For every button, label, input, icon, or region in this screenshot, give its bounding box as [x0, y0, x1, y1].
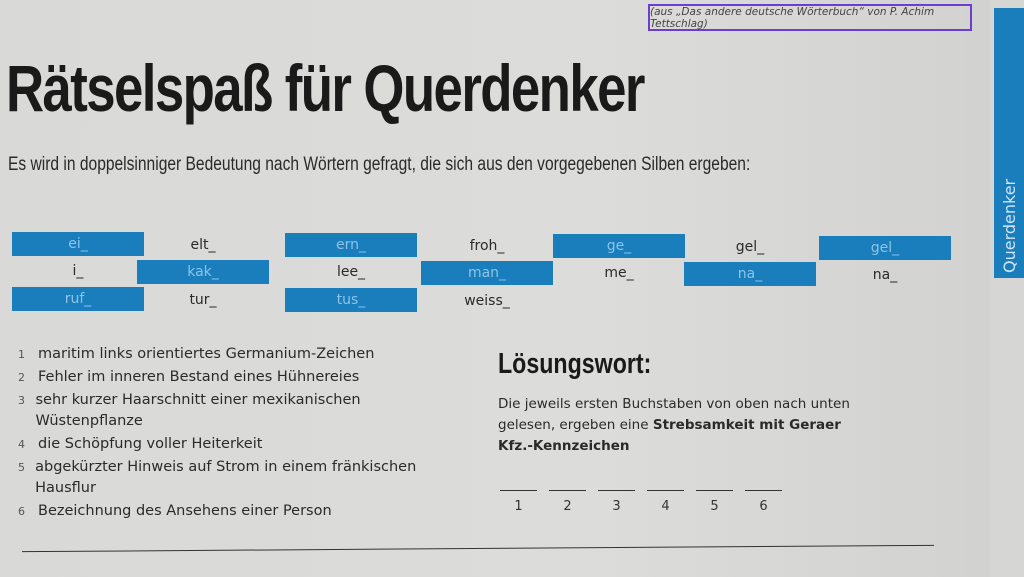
clue-number: 1 — [18, 348, 25, 361]
blank-line — [745, 490, 782, 491]
solution-slot[interactable]: 5 — [696, 490, 733, 514]
solution-text-plain: Die jeweils ersten Buchstaben von oben n… — [498, 396, 850, 433]
blank-line — [647, 490, 684, 491]
syllable-cell: man_ — [421, 260, 553, 285]
syllable-cell: na_ — [684, 262, 816, 286]
clue-item: 3 sehr kurzer Haarschnitt einer mexikanis… — [18, 390, 418, 432]
source-note: (aus „Das andere deutsche Wörterbuch“ vo… — [648, 4, 972, 31]
syllable-cell: na_ — [872, 266, 898, 283]
solution-slot[interactable]: 1 — [500, 490, 537, 514]
slot-number: 6 — [759, 499, 768, 514]
clue-number: 6 — [18, 505, 25, 518]
blank-line — [549, 490, 586, 491]
clue-number: 3 — [18, 394, 25, 407]
syllable-cell: elt_ — [190, 236, 216, 253]
solution-slot[interactable]: 4 — [647, 490, 684, 514]
clue-text: maritim links orientiertes Germanium-Zei… — [38, 346, 375, 362]
blank-line — [500, 490, 537, 491]
solution-slot[interactable]: 6 — [745, 490, 782, 514]
clue-text: die Schöpfung voller Heiterkeit — [38, 436, 263, 452]
syllable-cell: ge_ — [553, 234, 685, 259]
syllable-cell: tur_ — [189, 291, 217, 308]
slot-number: 5 — [710, 499, 719, 514]
section-tab-label: Querdenker — [1000, 178, 1019, 273]
page-title: Rätselspaß für Querdenker — [6, 51, 645, 125]
clue-item: 4 die Schöpfung voller Heiterkeit — [18, 434, 418, 455]
solution-slot[interactable]: 2 — [549, 490, 586, 514]
solution-slots: 1 2 3 4 5 6 — [500, 490, 782, 514]
clue-text: abgekürzter Hinweis auf Strom in einem f… — [35, 459, 417, 496]
clue-text: Fehler im inneren Bestand eines Hühnerei… — [38, 369, 360, 385]
clue-text: sehr kurzer Haarschnitt einer mexikanisc… — [35, 392, 361, 429]
divider — [22, 544, 934, 553]
syllable-cell: froh_ — [469, 237, 505, 254]
syllable-cell: ruf_ — [12, 287, 144, 311]
clue-list: 1 maritim links orientiertes Germanium-Ze… — [18, 344, 418, 524]
clue-text: Bezeichnung des Ansehens einer Person — [38, 503, 332, 519]
syllable-cell: ern_ — [285, 233, 417, 258]
magazine-page: (aus „Das andere deutsche Wörterbuch“ vo… — [0, 0, 990, 577]
syllable-cell: ei_ — [12, 232, 144, 256]
syllable-cell: tus_ — [285, 288, 417, 313]
blank-line — [598, 490, 635, 491]
clue-item: 1 maritim links orientiertes Germanium-Ze… — [18, 344, 418, 365]
clue-item: 6 Bezeichnung des Ansehens einer Person — [18, 501, 418, 522]
section-tab: Querdenker — [994, 8, 1024, 278]
slot-number: 2 — [563, 499, 572, 514]
syllable-cell: gel_ — [735, 239, 765, 255]
slot-number: 3 — [612, 499, 621, 514]
syllable-cell: me_ — [604, 265, 634, 282]
slot-number: 1 — [514, 499, 523, 514]
syllable-cell: i_ — [72, 263, 84, 279]
blank-line — [696, 490, 733, 491]
clue-number: 2 — [18, 371, 25, 384]
clue-item: 5 abgekürzter Hinweis auf Strom in einem … — [18, 457, 418, 499]
solution-text-bold: Strebsamkeit mit Geraer Kfz.-Kennzeichen — [498, 417, 841, 454]
solution-title: Lösungswort: — [498, 348, 652, 380]
syllable-cell: lee_ — [336, 264, 366, 281]
syllable-cell: gel_ — [819, 235, 951, 260]
solution-slot[interactable]: 3 — [598, 490, 635, 514]
slot-number: 4 — [661, 499, 670, 514]
syllable-cell: weiss_ — [464, 292, 510, 309]
intro-text: Es wird in doppelsinniger Bedeutung nach… — [8, 154, 751, 175]
clue-number: 4 — [18, 438, 25, 451]
clue-number: 5 — [18, 461, 25, 474]
syllable-cell: kak_ — [137, 259, 269, 284]
solution-text: Die jeweils ersten Buchstaben von oben n… — [498, 394, 868, 457]
clue-item: 2 Fehler im inneren Bestand eines Hühnere… — [18, 367, 418, 388]
